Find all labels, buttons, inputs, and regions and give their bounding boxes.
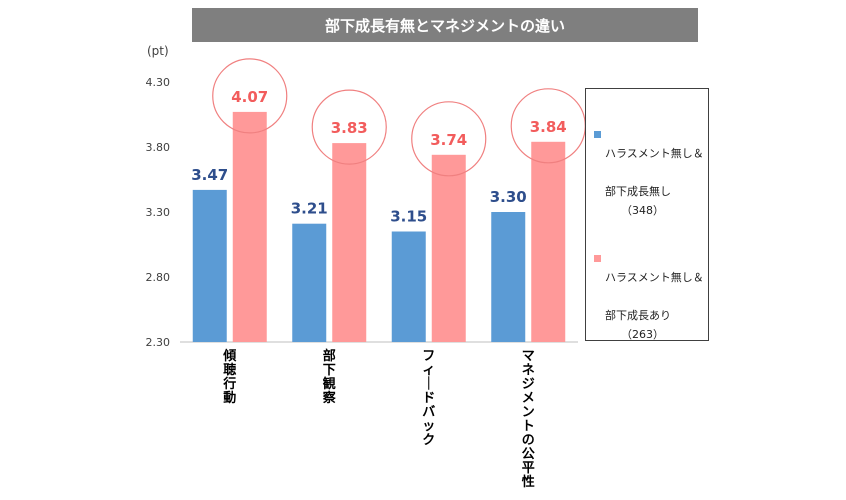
data-label-series-2-2: 3.83 [331, 119, 368, 137]
legend-entry-series-1: ハラスメント無し＆ 部下成長無し （348） [594, 125, 708, 239]
data-label-series-1-1: 3.47 [191, 166, 228, 184]
bar-series-1-2 [292, 223, 327, 342]
chart-legend: ハラスメント無し＆ 部下成長無し （348） ハラスメント無し＆ 部下成長あり … [585, 88, 709, 341]
highlight-circle-2 [311, 89, 387, 165]
category-label-2-char: 下 [323, 363, 336, 378]
data-label-series-1-3: 3.15 [390, 208, 427, 226]
bar-series-2-1 [232, 111, 267, 343]
legend-entry-series-2: ハラスメント無し＆ 部下成長あり （263） [594, 249, 708, 363]
data-label-series-1-2: 3.21 [291, 200, 328, 218]
legend-swatch-series-1 [594, 131, 601, 138]
legend-label-series-2-line1: ハラスメント無し＆ [605, 271, 704, 284]
category-label-3-char: ッ [422, 419, 435, 434]
category-label-3-char: バ [422, 405, 435, 420]
category-label-3-char: ｜ [422, 376, 435, 392]
legend-label-series-1-line2: 部下成長無し [605, 185, 671, 198]
data-label-series-2-4: 3.84 [530, 118, 567, 136]
y-tick-label: 2.30 [146, 336, 171, 349]
category-label-3-char: ク [422, 433, 435, 448]
category-label-4-char: マ [522, 349, 535, 364]
legend-swatch-series-2 [594, 255, 601, 262]
bar-series-2-3 [431, 154, 466, 342]
data-label-series-2-3: 3.74 [430, 131, 467, 149]
legend-label-series-1-line1: ハラスメント無し＆ [605, 147, 704, 160]
category-label-3-char: ィ [422, 363, 435, 378]
y-tick-label: 4.30 [146, 76, 171, 89]
highlight-circle-1 [212, 58, 288, 134]
category-label-4-char: ネ [522, 363, 535, 378]
chart-title: 部下成長有無とマネジメントの違い [192, 8, 698, 42]
category-label-4-char: ト [522, 419, 535, 434]
data-label-series-1-4: 3.30 [490, 188, 527, 206]
category-label-4-char: メ [522, 391, 535, 406]
legend-count-series-2: （263） [621, 328, 664, 341]
category-label-1-char: 動 [223, 390, 236, 406]
bar-series-2-2 [332, 143, 367, 342]
category-label-1-char: 行 [222, 376, 236, 392]
category-label-1-char: 傾 [222, 348, 237, 364]
category-label-4-char: ン [522, 405, 535, 420]
category-label-2-char: 部 [323, 348, 336, 364]
category-label-4-char: 公 [522, 447, 535, 462]
y-axis-unit-label: (pt) [147, 44, 169, 58]
category-label-4-char: ジ [522, 377, 535, 392]
data-label-series-2-1: 4.07 [231, 88, 268, 106]
bar-series-1-3 [391, 231, 426, 342]
highlight-circle-3 [411, 101, 487, 177]
category-label-3-char: ド [422, 391, 435, 406]
legend-count-series-1: （348） [621, 204, 664, 217]
bar-series-2-4 [531, 141, 566, 342]
y-tick-label: 3.30 [146, 206, 171, 219]
category-label-3-char: フ [422, 349, 435, 364]
category-label-4-char: の [522, 433, 535, 448]
y-tick-label: 2.80 [146, 271, 171, 284]
category-label-4-char: 平 [522, 461, 535, 476]
category-label-1-char: 聴 [223, 362, 236, 378]
y-tick-label: 3.80 [146, 141, 171, 154]
bar-series-1-1 [192, 189, 227, 342]
category-label-2-char: 観 [322, 376, 336, 392]
category-label-4-char: 性 [522, 474, 535, 490]
category-label-2-char: 察 [323, 390, 337, 406]
bar-series-1-4 [491, 212, 526, 342]
legend-label-series-2-line2: 部下成長あり [605, 309, 671, 322]
